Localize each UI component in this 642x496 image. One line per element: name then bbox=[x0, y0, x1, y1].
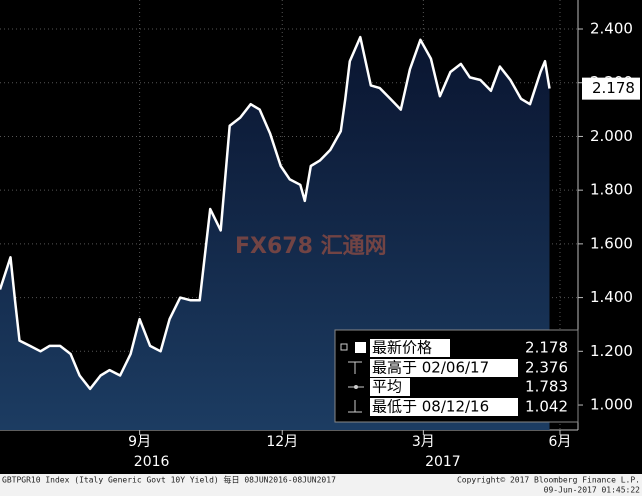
x-tick-label: 6月 bbox=[549, 434, 572, 450]
legend-label: 平均 bbox=[372, 378, 402, 396]
year-label: 2017 bbox=[425, 454, 461, 470]
y-tick-label: 1.400 bbox=[590, 288, 633, 306]
y-tick-label: 1.000 bbox=[590, 396, 633, 414]
legend-collapse bbox=[340, 343, 348, 351]
legend-swatch bbox=[355, 342, 366, 353]
x-tick-label: 9月 bbox=[128, 434, 151, 450]
legend-label-bg bbox=[370, 359, 518, 377]
legend-label-bg bbox=[370, 398, 518, 416]
legend-label: 最低于 08/12/16 bbox=[372, 398, 489, 416]
y-tick-label: 1.600 bbox=[590, 234, 633, 252]
legend-value: 1.783 bbox=[525, 378, 568, 396]
watermark: FX678 汇通网 bbox=[235, 234, 387, 259]
legend-value: 2.178 bbox=[525, 339, 568, 357]
y-tick-label: 1.800 bbox=[590, 181, 633, 199]
y-tick-label: 1.200 bbox=[590, 342, 633, 360]
line bbox=[0, 35, 551, 391]
y-tick-label: 2.000 bbox=[590, 127, 633, 145]
legend-label: 最高于 02/06/17 bbox=[372, 359, 489, 377]
footer-copyright: Copyright© 2017 Bloomberg Finance L.P. bbox=[457, 476, 640, 485]
footer-left: GBTPGR10 Index (Italy Generic Govt 10Y Y… bbox=[2, 475, 336, 485]
footer-timestamp: 09-Jun-2017 01:45:22 bbox=[544, 486, 641, 495]
legend-value: 2.376 bbox=[525, 359, 568, 377]
y-tick-label: 2.400 bbox=[590, 20, 633, 38]
last-value-box bbox=[582, 77, 640, 100]
legend-symbol bbox=[348, 400, 362, 413]
last-value-label: 2.178 bbox=[592, 79, 635, 97]
x-tick-label: 3月 bbox=[412, 434, 435, 450]
year-label: 2016 bbox=[134, 454, 170, 470]
legend-label-bg bbox=[370, 339, 450, 357]
legend-symbol bbox=[348, 361, 362, 374]
x-tick-label: 12月 bbox=[266, 434, 298, 450]
legend-value: 1.042 bbox=[525, 398, 568, 416]
legend-label-bg bbox=[370, 378, 410, 396]
legend-label: 最新价格 bbox=[372, 339, 432, 357]
legend-symbol bbox=[354, 385, 358, 389]
footer-bg bbox=[0, 474, 642, 496]
